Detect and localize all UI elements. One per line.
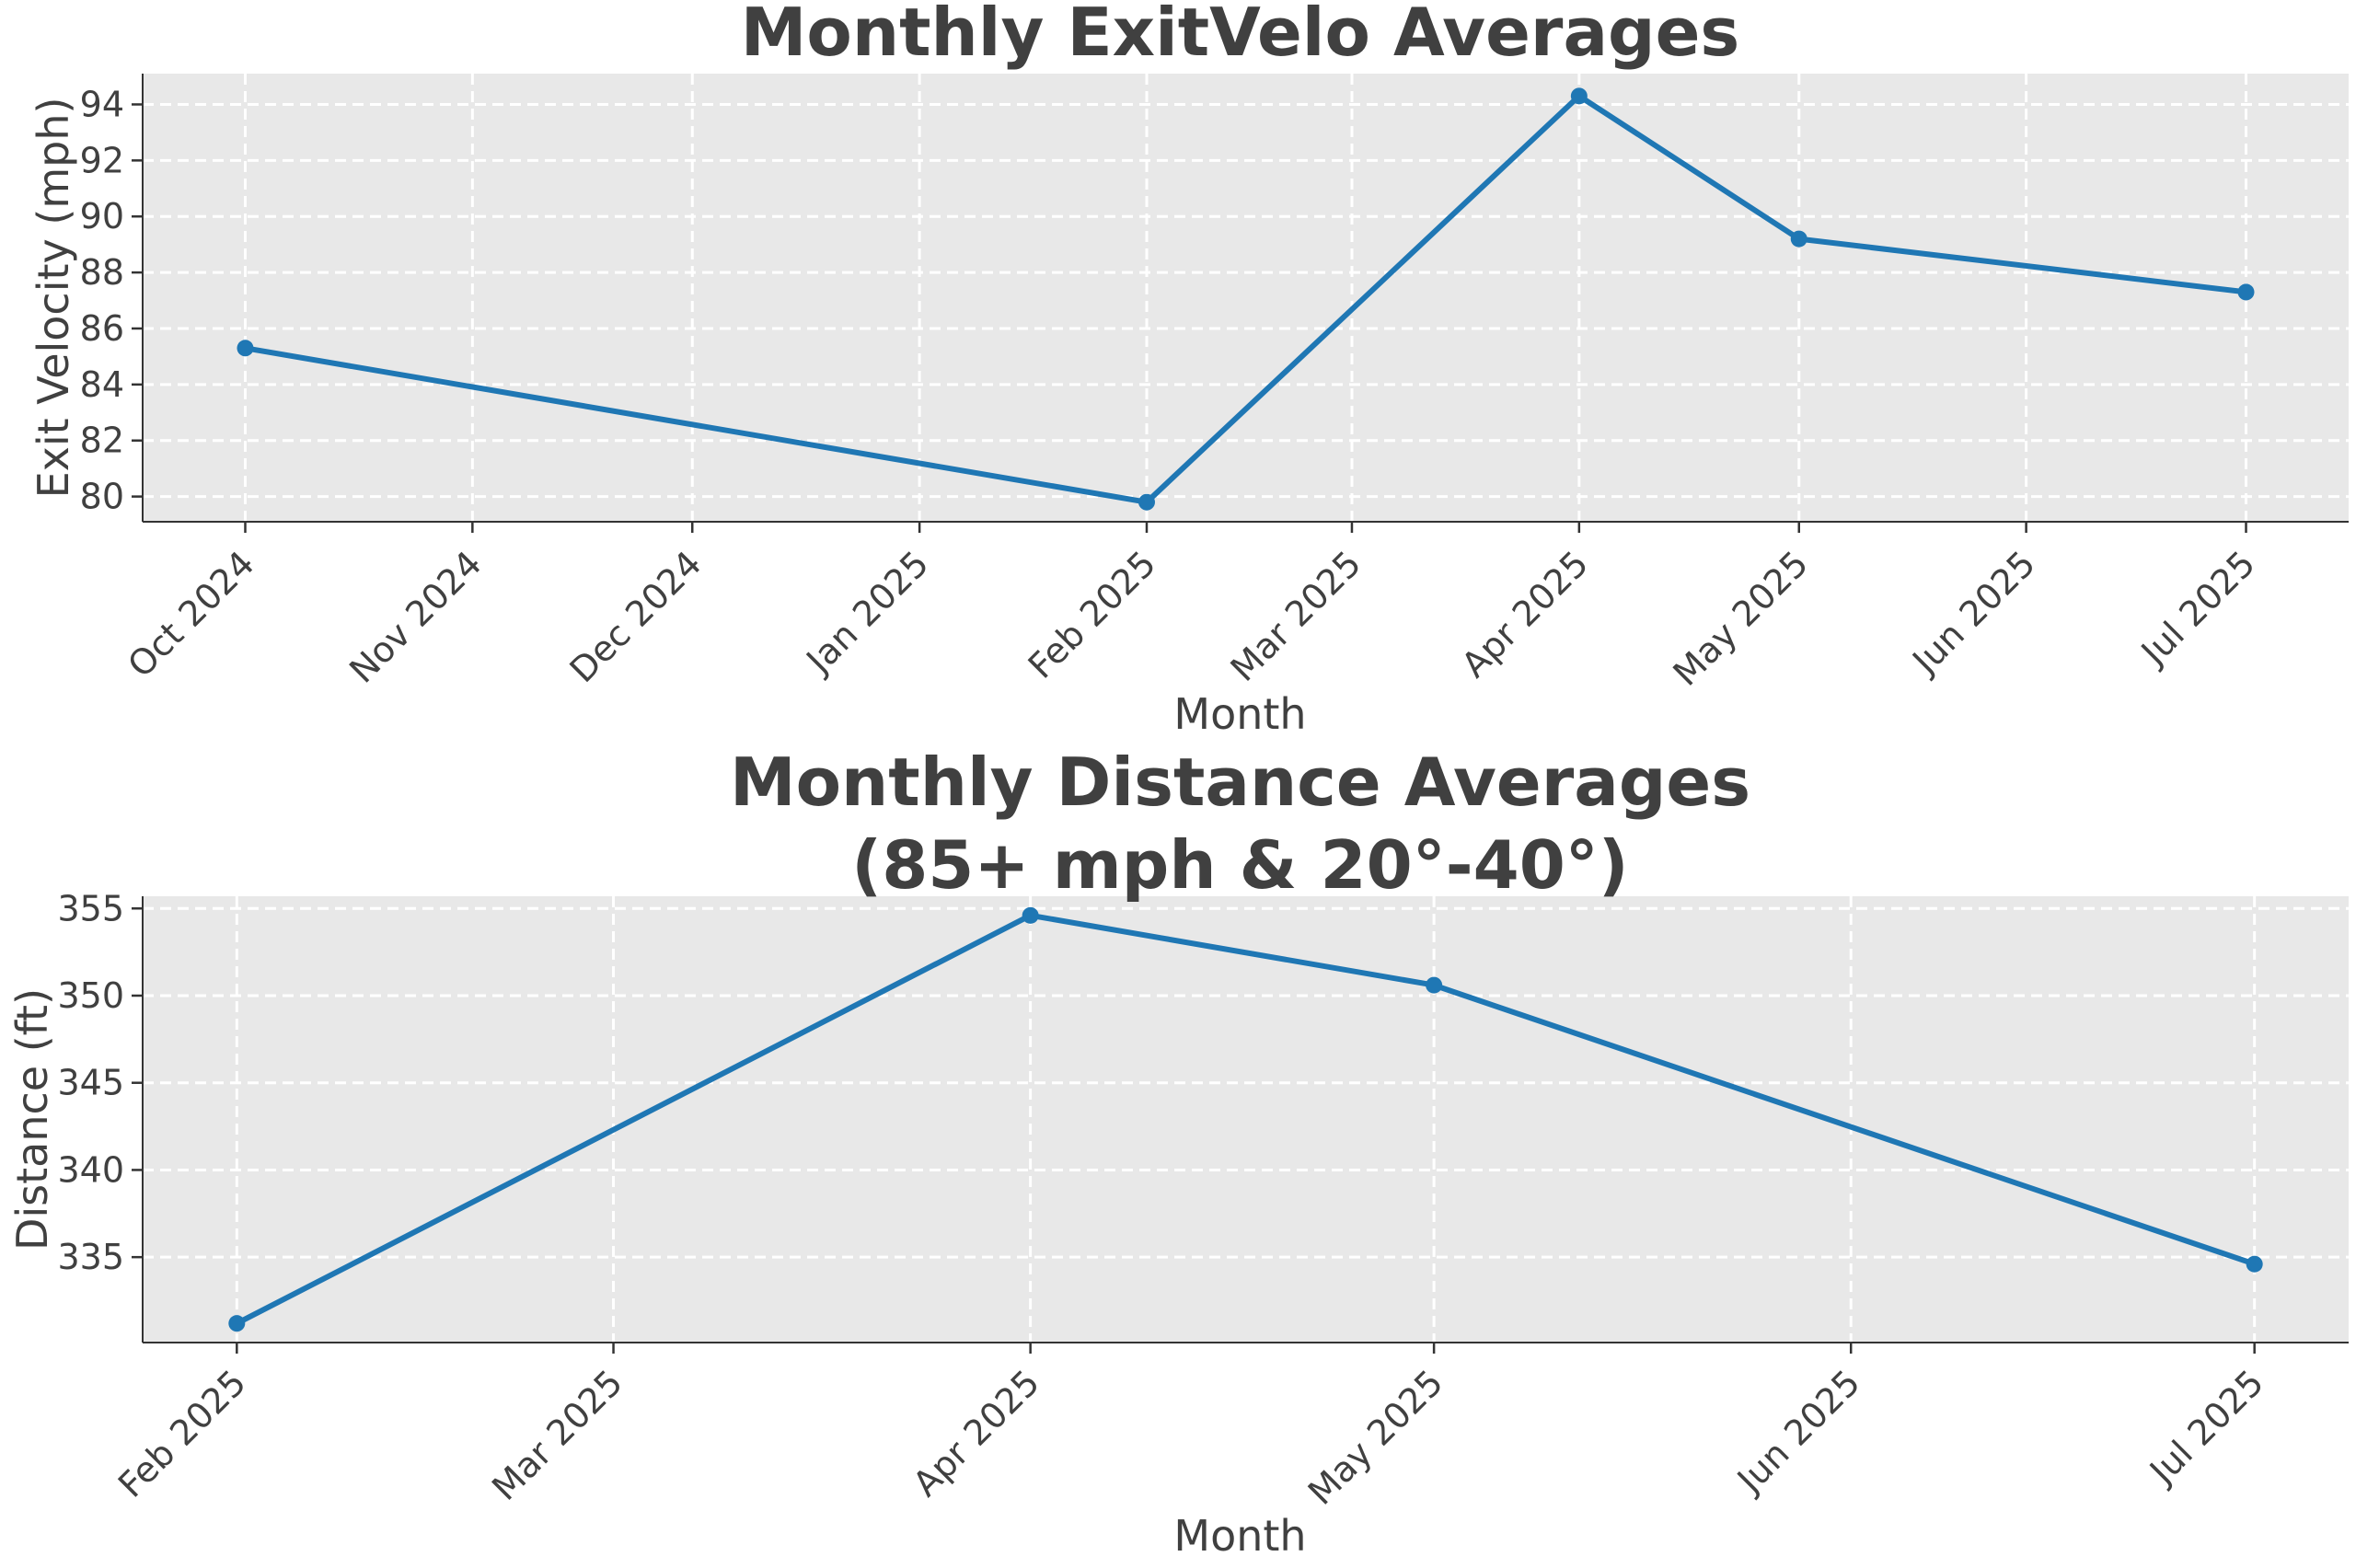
y-tick-label: 84 bbox=[80, 364, 124, 405]
x-axis-label: Month bbox=[1173, 689, 1306, 739]
chart-title-line: (85+ mph & 20°-40°) bbox=[851, 826, 1628, 904]
x-tick-label: Apr 2025 bbox=[1454, 543, 1597, 686]
data-point bbox=[2237, 283, 2255, 301]
x-tick-label: May 2025 bbox=[1666, 543, 1817, 694]
y-tick-label: 94 bbox=[80, 84, 124, 124]
x-tick-label: Feb 2025 bbox=[1021, 543, 1164, 686]
chart-title-line: Monthly ExitVelo Averages bbox=[741, 0, 1740, 71]
x-tick-label: May 2025 bbox=[1300, 1362, 1451, 1513]
data-point bbox=[237, 340, 254, 357]
data-point bbox=[1138, 493, 1155, 511]
x-axis-label: Month bbox=[1173, 1511, 1306, 1561]
x-tick-label: Mar 2025 bbox=[484, 1362, 630, 1508]
y-tick-label: 92 bbox=[80, 140, 124, 180]
x-tick-label: Jan 2025 bbox=[798, 543, 937, 682]
y-tick-label: 335 bbox=[57, 1237, 124, 1277]
chart-title: Monthly Distance Averages (85+ mph & 20°-… bbox=[730, 744, 1750, 904]
chart-title-line: Monthly Distance Averages bbox=[730, 744, 1750, 821]
series-line bbox=[235, 912, 2256, 1326]
y-tick-label: 82 bbox=[80, 421, 124, 461]
x-tick-label: Nov 2024 bbox=[341, 543, 489, 690]
x-tick-label: Jun 2025 bbox=[1904, 543, 2043, 682]
y-axis-label: Exit Velocity (mph) bbox=[29, 98, 78, 499]
x-tick-label: Jul 2025 bbox=[2141, 1362, 2271, 1493]
x-tick-label: Oct 2024 bbox=[120, 543, 262, 686]
y-tick-label: 350 bbox=[57, 975, 124, 1016]
chart-panel-2: 335 340 345 350 355 Feb 2025 Mar 2025 Apr 2025 M… bbox=[7, 744, 2349, 1561]
data-point bbox=[1022, 906, 1039, 924]
x-tick-label: Feb 2025 bbox=[110, 1362, 254, 1505]
plot-area bbox=[143, 74, 2349, 522]
y-tick-label: 88 bbox=[80, 252, 124, 293]
data-point bbox=[2246, 1255, 2263, 1273]
x-tick-label: Jul 2025 bbox=[2132, 543, 2263, 674]
data-point bbox=[1570, 87, 1588, 105]
y-tick-label: 86 bbox=[80, 308, 124, 349]
x-tick-label: Apr 2025 bbox=[905, 1362, 1047, 1505]
x-tick-label: Mar 2025 bbox=[1223, 543, 1369, 689]
y-tick-label: 90 bbox=[80, 196, 124, 236]
chart-panel-1: 80 82 84 86 88 90 92 94 Oct 2024 Nov 2024 Dec 2024… bbox=[29, 0, 2349, 739]
data-point bbox=[1426, 976, 1443, 994]
x-tick-label: Dec 2024 bbox=[562, 543, 710, 690]
y-tick-label: 355 bbox=[57, 888, 124, 928]
x-tick-label: Jun 2025 bbox=[1728, 1362, 1867, 1501]
data-point bbox=[228, 1315, 246, 1332]
chart-title: Monthly ExitVelo Averages bbox=[741, 0, 1740, 71]
y-tick-label: 345 bbox=[57, 1063, 124, 1103]
y-tick-label: 340 bbox=[57, 1149, 124, 1190]
data-point bbox=[1790, 230, 1807, 248]
y-tick-label: 80 bbox=[80, 477, 124, 517]
y-axis-label: Distance (ft) bbox=[7, 988, 57, 1251]
plot-area bbox=[143, 896, 2349, 1343]
